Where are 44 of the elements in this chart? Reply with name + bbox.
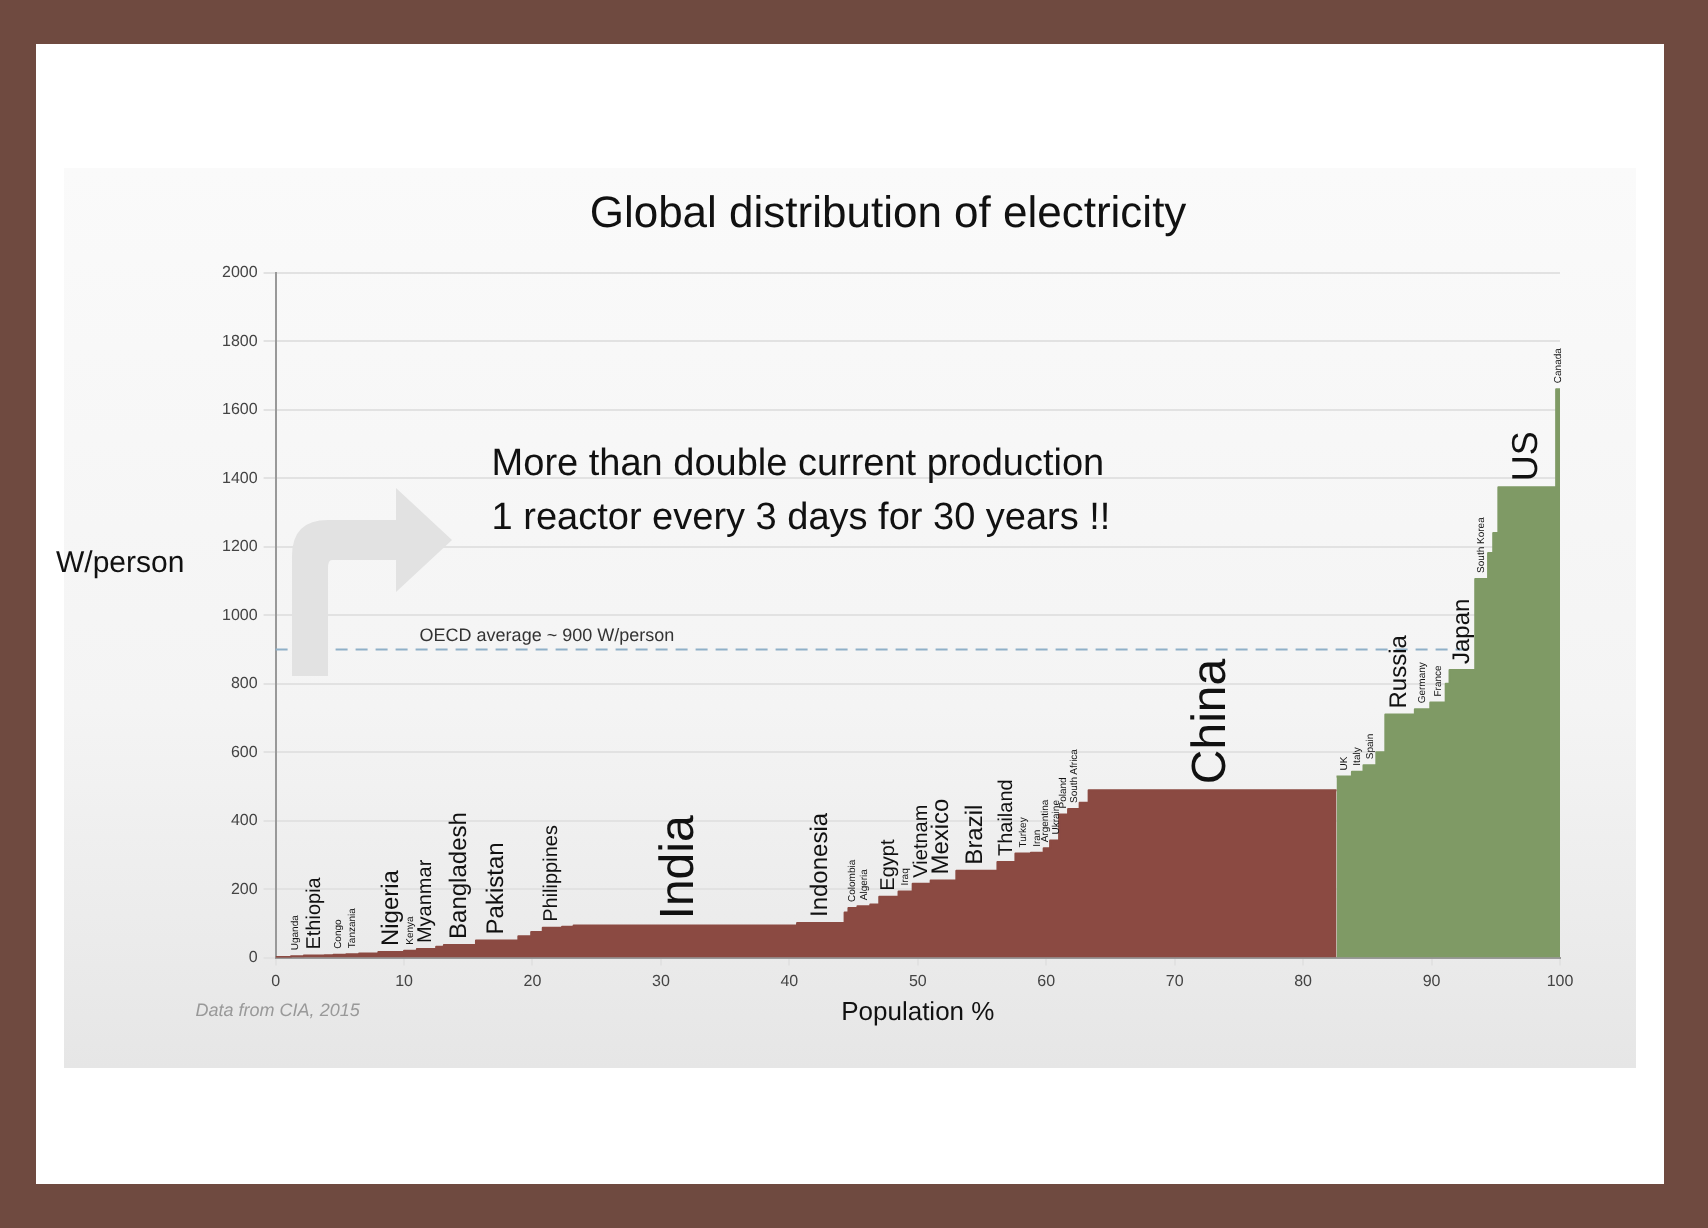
- y-axis-title: W/person: [56, 546, 185, 581]
- annotation: US: [1504, 431, 1545, 482]
- y-tick-label: 2000: [222, 263, 259, 282]
- annotation: Thailand: [995, 779, 1018, 857]
- annotation: Pakistan: [481, 842, 510, 935]
- text: Data from CIA, 2015: [195, 999, 362, 1020]
- x-tick-label: 80: [1294, 971, 1314, 990]
- x-tick-label: 90: [1422, 971, 1442, 990]
- annotation: Russia: [1384, 634, 1413, 709]
- ref-line-label: OECD average ~ 900 W/person: [419, 625, 675, 646]
- y-tick-label: 1600: [222, 400, 259, 419]
- annotation: China: [1183, 657, 1238, 785]
- y-tick-label: 1200: [222, 537, 259, 556]
- x-tick-label: 40: [780, 971, 800, 990]
- annotation: Japan: [1447, 598, 1476, 664]
- annotation: Nigeria: [375, 869, 404, 947]
- annotation: Brazil: [960, 804, 989, 865]
- annotation: Indonesia: [804, 812, 833, 918]
- y-tick-label: 1000: [222, 605, 259, 624]
- x-tick-label: 10: [395, 971, 415, 990]
- annotation: Ethiopia: [303, 876, 326, 950]
- x-axis-title: Population %: [841, 995, 996, 1026]
- x-tick-label: 30: [652, 971, 671, 990]
- y-tick-label: 0: [248, 948, 259, 967]
- x-tick-label: 70: [1165, 971, 1185, 990]
- annotation: India: [651, 814, 706, 920]
- x-tick-label: 60: [1037, 971, 1057, 990]
- x-tick-label: 0: [271, 971, 282, 990]
- x-tick-label: 100: [1546, 971, 1575, 990]
- x-tick-label: 20: [523, 971, 543, 990]
- annotation: More than double current production 1 reactor every 3 days for 30 years !!: [491, 443, 1111, 540]
- y-tick-label: 800: [230, 674, 259, 693]
- annotation: Egypt: [877, 839, 900, 891]
- x-tick-label: 50: [908, 971, 928, 990]
- annotation: Myanmar: [415, 858, 438, 944]
- y-tick-label: 600: [230, 742, 259, 761]
- y-tick-label: 400: [230, 811, 259, 830]
- y-tick-label: 200: [230, 879, 259, 898]
- chart-title: Global distribution of electricity: [589, 186, 1187, 237]
- annotation: Philippines: [541, 825, 564, 922]
- y-tick-label: 1400: [222, 468, 259, 487]
- y-tick-label: 1800: [222, 331, 259, 350]
- annotation: Bangladesh: [443, 812, 472, 939]
- annotation: Mexico: [925, 797, 954, 875]
